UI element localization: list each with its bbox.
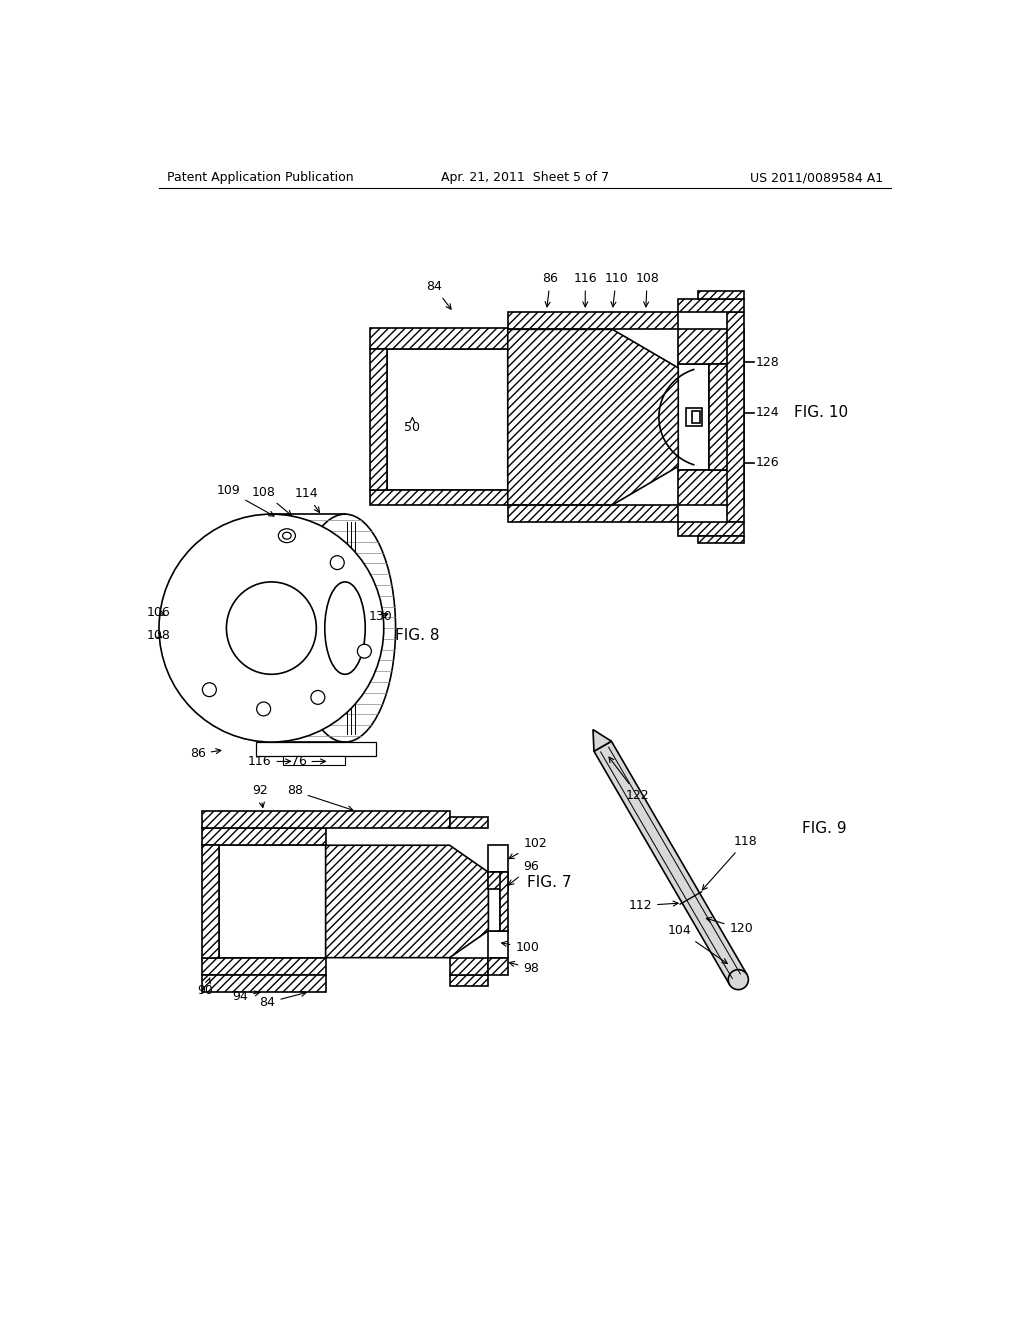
Ellipse shape xyxy=(257,702,270,715)
Polygon shape xyxy=(593,730,611,751)
Text: 114: 114 xyxy=(295,487,319,512)
Bar xyxy=(508,313,678,330)
Text: 98: 98 xyxy=(509,961,539,975)
Text: 109: 109 xyxy=(217,484,274,516)
Bar xyxy=(727,313,744,521)
Text: 110: 110 xyxy=(604,272,628,306)
Bar xyxy=(500,873,508,931)
Bar xyxy=(370,490,513,506)
Text: 108: 108 xyxy=(146,630,171,643)
Ellipse shape xyxy=(295,515,395,742)
Text: 120: 120 xyxy=(707,917,754,936)
Text: Apr. 21, 2011  Sheet 5 of 7: Apr. 21, 2011 Sheet 5 of 7 xyxy=(440,172,609,185)
Ellipse shape xyxy=(203,682,216,697)
Bar xyxy=(488,931,508,958)
Polygon shape xyxy=(594,742,748,985)
Bar xyxy=(370,327,513,350)
Text: 104: 104 xyxy=(668,924,727,964)
Text: FIG. 10: FIG. 10 xyxy=(795,405,849,420)
Text: 126: 126 xyxy=(756,455,779,469)
Text: 50: 50 xyxy=(404,417,421,434)
Text: 124: 124 xyxy=(756,407,779,418)
Bar xyxy=(508,506,678,521)
Text: FIG. 8: FIG. 8 xyxy=(395,628,440,643)
Text: 106: 106 xyxy=(146,606,171,619)
Text: 130: 130 xyxy=(369,610,392,623)
Text: 128: 128 xyxy=(756,356,779,370)
Bar xyxy=(387,350,513,490)
Bar xyxy=(450,974,488,986)
Bar xyxy=(202,974,326,991)
Text: 116: 116 xyxy=(248,755,291,768)
Bar xyxy=(697,536,744,544)
Text: 92: 92 xyxy=(252,784,267,808)
Text: FIG. 9: FIG. 9 xyxy=(802,821,847,836)
Bar xyxy=(256,742,376,756)
Text: 90: 90 xyxy=(198,978,213,997)
Text: 108: 108 xyxy=(252,486,292,515)
Text: Patent Application Publication: Patent Application Publication xyxy=(167,172,353,185)
Text: US 2011/0089584 A1: US 2011/0089584 A1 xyxy=(750,172,883,185)
Bar xyxy=(678,298,744,313)
Bar xyxy=(488,845,508,873)
Ellipse shape xyxy=(325,582,366,675)
Text: 76: 76 xyxy=(291,755,326,768)
Ellipse shape xyxy=(331,556,344,570)
Bar xyxy=(202,829,326,845)
Ellipse shape xyxy=(357,644,372,659)
Bar xyxy=(283,756,345,766)
Bar xyxy=(488,873,508,890)
Ellipse shape xyxy=(226,582,316,675)
Bar xyxy=(678,330,744,364)
Polygon shape xyxy=(326,845,488,958)
Text: 86: 86 xyxy=(189,747,221,760)
Text: 112: 112 xyxy=(629,899,678,912)
Bar xyxy=(678,521,744,536)
Bar xyxy=(697,290,744,298)
Ellipse shape xyxy=(159,515,384,742)
Text: 84: 84 xyxy=(259,991,306,1010)
Text: FIG. 7: FIG. 7 xyxy=(527,875,571,890)
Bar xyxy=(202,812,450,829)
Text: 122: 122 xyxy=(609,758,649,801)
Text: 108: 108 xyxy=(635,272,659,306)
Bar xyxy=(202,845,219,958)
Ellipse shape xyxy=(283,532,291,539)
Text: 96: 96 xyxy=(509,861,539,884)
Bar xyxy=(488,958,508,974)
Bar xyxy=(678,364,710,470)
Text: 116: 116 xyxy=(573,272,597,306)
Bar xyxy=(488,873,500,931)
Text: 102: 102 xyxy=(509,837,547,858)
Text: 84: 84 xyxy=(426,280,452,309)
Text: 118: 118 xyxy=(702,836,757,890)
Ellipse shape xyxy=(311,690,325,705)
Bar xyxy=(692,411,700,424)
Bar xyxy=(450,958,488,974)
Bar xyxy=(202,958,326,974)
Ellipse shape xyxy=(279,529,295,543)
Ellipse shape xyxy=(728,970,749,990)
Bar xyxy=(450,817,488,829)
Bar xyxy=(219,845,326,958)
Polygon shape xyxy=(508,330,678,506)
Bar xyxy=(686,408,701,426)
Text: 88: 88 xyxy=(287,784,353,810)
Bar xyxy=(678,470,744,506)
Text: 86: 86 xyxy=(543,272,558,306)
Text: 100: 100 xyxy=(502,941,540,954)
Bar xyxy=(710,364,744,470)
Text: 94: 94 xyxy=(232,990,260,1003)
Bar xyxy=(370,350,387,490)
